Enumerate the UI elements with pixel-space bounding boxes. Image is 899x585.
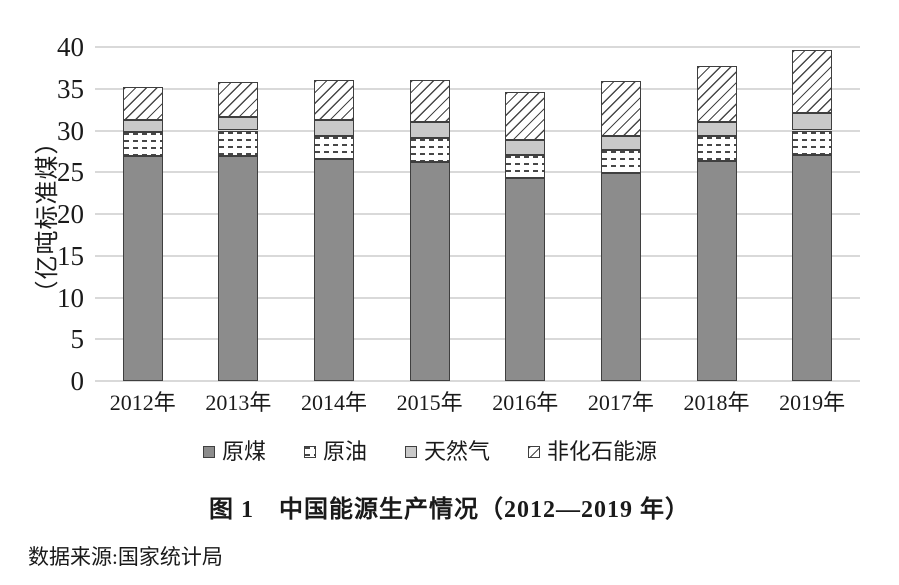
- x-tick-label-6: 2017年: [587, 390, 654, 415]
- y-tick-label-10: 10: [57, 282, 84, 313]
- bar-segment-oil-2019年: [792, 130, 833, 155]
- y-tick-label-5: 5: [70, 324, 85, 355]
- bar-segment-nonfossil-2019年: [792, 49, 833, 113]
- bar-segment-oil-2016年: [505, 154, 546, 179]
- bar-segment-oil-2014年: [314, 135, 355, 159]
- bar-segment-oil-2012年: [122, 132, 163, 157]
- gridline-40: [95, 46, 860, 48]
- bar-segment-coal-2017年: [600, 173, 641, 381]
- bar-segment-nonfossil-2014年: [314, 79, 355, 120]
- gridline-0: [95, 380, 860, 382]
- bar-segment-gas-2012年: [122, 119, 163, 133]
- bar-segment-nonfossil-2016年: [505, 92, 546, 140]
- bar-segment-nonfossil-2015年: [409, 80, 450, 123]
- bar-segment-nonfossil-2013年: [218, 82, 259, 118]
- plot-area: [95, 46, 860, 382]
- legend-label-nonfossil: 非化石能源: [547, 439, 658, 464]
- bar-segment-gas-2018年: [696, 122, 737, 137]
- y-tick-label-0: 0: [70, 366, 85, 396]
- bar-segment-oil-2015年: [409, 138, 450, 163]
- x-tick-label-2: 2013年: [205, 390, 272, 415]
- legend-item-coal: 原煤: [202, 439, 266, 464]
- y-tick-label-15: 15: [57, 240, 84, 271]
- y-tick-label-40: 40: [57, 32, 84, 62]
- bar-segment-coal-2016年: [505, 178, 546, 381]
- y-tick-label-25: 25: [57, 157, 84, 188]
- gridline-20: [95, 213, 860, 215]
- gridline-5: [95, 338, 860, 341]
- legend-swatch-nonfossil: [528, 446, 541, 458]
- bar-segment-nonfossil-2017年: [600, 81, 641, 137]
- bar-segment-nonfossil-2018年: [696, 66, 737, 123]
- x-tick-label-1: 2012年: [109, 390, 176, 415]
- legend-item-gas: 天然气: [405, 440, 490, 464]
- legend-swatch-oil: [303, 446, 316, 458]
- bar-segment-coal-2013年: [218, 155, 259, 381]
- bar-segment-gas-2017年: [600, 136, 641, 150]
- gridline-35: [95, 87, 860, 90]
- x-tick-label-3: 2014年: [301, 390, 368, 415]
- bar-segment-coal-2018年: [696, 160, 737, 381]
- gridline-30: [95, 129, 860, 132]
- bar-segment-oil-2017年: [600, 149, 641, 174]
- data-source-note: 数据来源:国家统计局: [28, 545, 223, 569]
- x-tick-label-5: 2016年: [492, 390, 559, 415]
- gridline-10: [95, 296, 860, 299]
- bar-segment-gas-2016年: [505, 139, 546, 155]
- y-tick-label-35: 35: [57, 73, 84, 104]
- x-tick-label-4: 2015年: [396, 390, 463, 415]
- bar-segment-coal-2015年: [409, 162, 450, 381]
- bar-segment-gas-2014年: [314, 119, 355, 136]
- legend-swatch-gas: [405, 446, 417, 458]
- bar-segment-oil-2013年: [218, 130, 259, 156]
- legend-swatch-coal: [202, 446, 215, 458]
- bar-segment-coal-2012年: [122, 156, 163, 381]
- gridline-15: [95, 254, 860, 257]
- bar-segment-gas-2013年: [218, 117, 259, 131]
- legend-item-oil: 原油: [303, 439, 367, 464]
- gridline-25: [95, 171, 860, 174]
- legend-label-oil: 原油: [322, 439, 367, 464]
- y-tick-label-20: 20: [57, 199, 84, 229]
- bar-segment-gas-2015年: [409, 122, 450, 138]
- x-tick-label-7: 2018年: [683, 390, 750, 415]
- bar-segment-coal-2014年: [314, 158, 355, 381]
- bar-segment-coal-2019年: [792, 154, 833, 381]
- bar-segment-nonfossil-2012年: [122, 87, 163, 120]
- bar-segment-gas-2019年: [792, 112, 833, 131]
- figure-caption: 图 1 中国能源生产情况（2012—2019 年）: [209, 497, 690, 523]
- legend-label-coal: 原煤: [221, 439, 266, 464]
- bar-segment-oil-2018年: [696, 136, 737, 161]
- legend-label-gas: 天然气: [424, 439, 491, 464]
- y-tick-label-30: 30: [57, 115, 84, 146]
- x-tick-label-8: 2019年: [779, 390, 846, 415]
- chart-legend: 原煤 原油 天然气 非化石能源: [0, 440, 860, 464]
- legend-item-nonfossil: 非化石能源: [528, 440, 657, 464]
